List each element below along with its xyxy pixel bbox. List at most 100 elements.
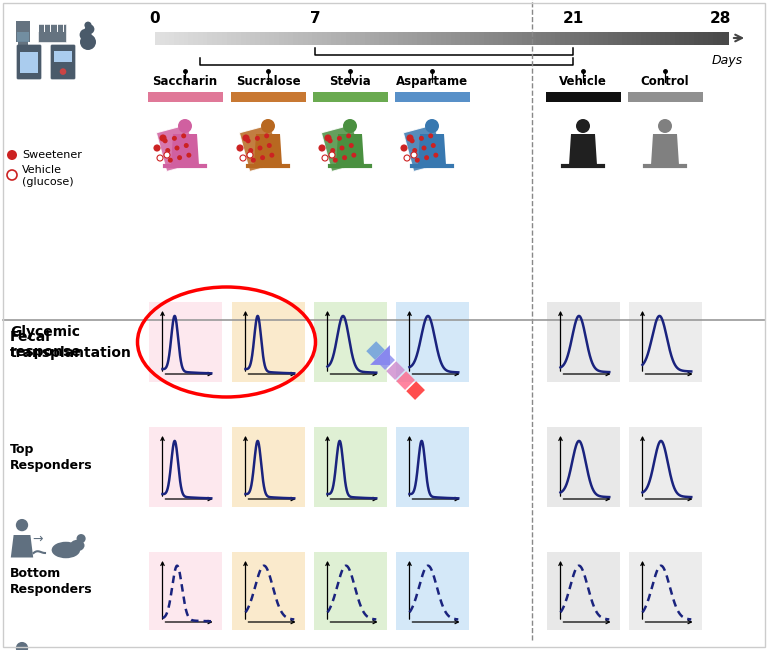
Bar (670, 31, 676, 44)
Bar (628, 302, 701, 382)
Bar (203, 31, 209, 44)
Circle shape (251, 158, 256, 162)
Bar (270, 31, 276, 44)
Bar (498, 31, 505, 44)
Bar (241, 31, 247, 44)
Bar (508, 31, 514, 44)
Bar (360, 31, 366, 44)
Bar (445, 31, 452, 44)
Circle shape (261, 119, 275, 133)
Polygon shape (254, 134, 282, 165)
Text: Fecal: Fecal (10, 330, 51, 344)
Bar (227, 31, 233, 44)
Circle shape (411, 152, 417, 158)
Circle shape (349, 143, 354, 148)
Bar (403, 125, 445, 172)
Bar (594, 31, 600, 44)
Bar (617, 31, 624, 44)
Bar (212, 31, 219, 44)
Text: Sweetener: Sweetener (22, 150, 82, 160)
Circle shape (352, 153, 356, 158)
Circle shape (174, 146, 180, 151)
Bar (622, 31, 628, 44)
Bar (665, 31, 671, 44)
Circle shape (184, 143, 189, 148)
Circle shape (80, 34, 96, 50)
Circle shape (270, 153, 274, 158)
Bar (631, 31, 638, 44)
Circle shape (401, 145, 407, 151)
Text: Top: Top (10, 443, 35, 456)
Bar (148, 302, 221, 382)
Ellipse shape (51, 541, 80, 558)
Bar (307, 31, 314, 44)
Bar (555, 31, 562, 44)
Bar (460, 31, 466, 44)
Text: Days: Days (712, 54, 743, 67)
Bar (469, 31, 476, 44)
Bar (317, 31, 323, 44)
Circle shape (247, 152, 253, 158)
Circle shape (339, 146, 345, 151)
Circle shape (425, 119, 439, 133)
Bar (313, 31, 319, 44)
Bar (396, 427, 468, 507)
Bar (148, 552, 221, 630)
Bar (417, 31, 424, 44)
Bar (680, 31, 686, 44)
Bar (479, 31, 485, 44)
Text: 0: 0 (150, 11, 161, 26)
Text: Sucralose: Sucralose (236, 75, 300, 88)
Circle shape (165, 148, 170, 153)
Bar (313, 552, 386, 630)
Bar (331, 31, 338, 44)
Bar (503, 31, 509, 44)
Circle shape (168, 158, 173, 162)
Bar (547, 302, 620, 382)
Polygon shape (336, 134, 364, 165)
Bar (379, 31, 386, 44)
Bar (570, 31, 576, 44)
Ellipse shape (70, 540, 84, 551)
Circle shape (257, 146, 263, 151)
Circle shape (157, 155, 163, 161)
Bar (488, 31, 495, 44)
Bar (350, 31, 357, 44)
Bar (637, 31, 643, 44)
Circle shape (177, 155, 182, 160)
Text: Glycemic: Glycemic (10, 326, 80, 339)
Bar (313, 302, 386, 382)
Bar (560, 31, 567, 44)
Text: Responders: Responders (10, 583, 93, 596)
Bar (240, 125, 280, 172)
Bar (722, 31, 729, 44)
Bar (403, 31, 409, 44)
Bar (164, 31, 171, 44)
Bar (398, 31, 405, 44)
Bar (432, 31, 438, 44)
Circle shape (346, 133, 351, 138)
Text: Stevia: Stevia (329, 75, 371, 88)
Circle shape (422, 146, 426, 151)
Bar (574, 31, 581, 44)
FancyBboxPatch shape (51, 45, 75, 79)
Bar (598, 31, 604, 44)
Circle shape (154, 145, 160, 151)
Bar (536, 31, 543, 44)
Bar (16, 21, 30, 42)
Bar (484, 31, 490, 44)
Bar (613, 31, 619, 44)
Bar (157, 125, 197, 172)
Circle shape (431, 143, 435, 148)
Bar (522, 31, 528, 44)
Bar (198, 31, 204, 44)
Bar (169, 31, 176, 44)
Bar (703, 31, 710, 44)
Bar (384, 31, 390, 44)
Bar (38, 24, 66, 42)
Circle shape (178, 119, 192, 133)
Circle shape (164, 152, 170, 158)
Circle shape (576, 119, 590, 133)
Circle shape (407, 135, 413, 141)
Bar (355, 31, 362, 44)
